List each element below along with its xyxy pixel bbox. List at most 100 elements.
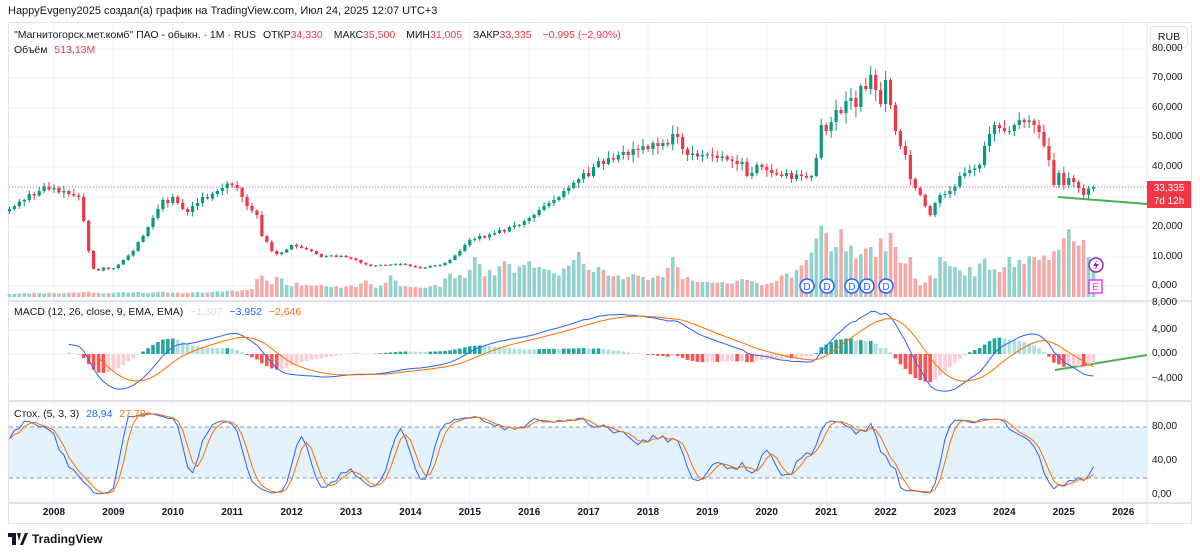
macd-histogram-bar [507, 348, 512, 354]
macd-histogram-bar [175, 339, 180, 354]
macd-histogram-bar [661, 354, 665, 357]
volume-bar [245, 289, 249, 297]
volume-bar [774, 280, 779, 297]
macd-hist-value: −1,307 [190, 306, 223, 318]
macd-histogram-bar [834, 339, 838, 354]
stoch-title[interactable]: Стох. (5, 3, 3) [14, 408, 80, 420]
volume-bar [893, 247, 898, 297]
candle-body [755, 164, 759, 173]
candle-body [1022, 119, 1026, 122]
volume-bar [819, 225, 824, 297]
macd-histogram-bar [458, 348, 462, 354]
macd-histogram-bar [908, 354, 913, 375]
volume-bar [354, 287, 358, 297]
candle-body [101, 267, 106, 271]
volume-bar [141, 292, 145, 297]
volume-bar [468, 269, 472, 297]
volume-bar [463, 277, 467, 297]
macd-histogram-bar [918, 354, 923, 381]
volume-bar [151, 292, 155, 297]
macd-histogram-bar [730, 354, 734, 362]
stoch-k-value: 28,94 [86, 408, 113, 420]
candle-body [344, 255, 348, 257]
volume-bar [472, 257, 477, 297]
volume-bar [81, 292, 86, 297]
macd-histogram-bar [893, 354, 898, 359]
volume-bar [745, 279, 749, 297]
candle-body [1086, 188, 1091, 195]
macd-histogram-bar [537, 349, 541, 354]
candle-body [804, 176, 808, 178]
macd-histogram-bar [646, 354, 650, 355]
candle-body [621, 152, 625, 155]
tradingview-logo[interactable]: TradingView [8, 532, 102, 546]
volume-bar [1086, 257, 1091, 297]
time-axis-label: 2024 [993, 507, 1016, 518]
candle-body [1067, 178, 1071, 185]
volume-bar [646, 279, 650, 297]
candle-body [488, 234, 492, 238]
macd-histogram-bar [547, 348, 551, 354]
candle-body [765, 167, 769, 170]
volume-bar [537, 267, 541, 297]
volume-bar [408, 287, 413, 297]
macd-histogram-bar [903, 354, 908, 369]
candle-body [740, 161, 744, 164]
volume-label[interactable]: Объём [14, 44, 48, 56]
macd-histogram-bar [571, 348, 576, 354]
macd-histogram-bar [967, 352, 972, 354]
macd-histogram-bar [185, 344, 190, 354]
candle-body [636, 149, 640, 150]
candle-body [799, 174, 804, 176]
macd-histogram-bar [606, 349, 611, 354]
time-axis-label: 2026 [1112, 507, 1135, 518]
volume-bar [873, 257, 878, 297]
candle-body [369, 264, 373, 266]
macd-trendline [1054, 354, 1148, 371]
open-value: 34,330 [290, 29, 323, 41]
candle-body [319, 254, 323, 257]
volume-bar [972, 276, 977, 297]
currency-button[interactable]: RUB [1150, 26, 1188, 48]
candle-body [96, 269, 101, 271]
candle-body [864, 86, 868, 89]
volume-bar [364, 280, 368, 297]
volume-bar [933, 278, 937, 297]
last-price-value: 33,335 [1153, 183, 1185, 194]
volume-bar [760, 284, 764, 297]
macd-histogram-bar [279, 354, 284, 370]
volume-bar [913, 278, 918, 297]
volume-bar [101, 293, 106, 297]
volume-bar [809, 252, 814, 297]
macd-histogram-bar [270, 354, 274, 369]
candle-body [898, 131, 903, 146]
bar-countdown: 7d 12h [1153, 196, 1185, 207]
macd-histogram-bar [304, 354, 309, 361]
volume-bar [359, 283, 363, 297]
candle-body [176, 197, 180, 203]
volume-bar [750, 281, 754, 297]
candle-body [780, 174, 784, 176]
volume-bar [591, 272, 596, 297]
candle-body [562, 191, 566, 197]
dividend-marker-label: D [882, 282, 889, 293]
macd-histogram-bar [423, 351, 428, 354]
time-axis-label: 2013 [339, 507, 363, 518]
macd-histogram-bar [705, 354, 710, 363]
candle-body [992, 125, 997, 134]
macd-histogram-bar [418, 351, 423, 354]
volume-bar [393, 280, 398, 297]
macd-title[interactable]: MACD (12, 26, close, 9, EMA, EMA) [14, 306, 184, 318]
macd-histogram-bar [972, 349, 977, 354]
macd-histogram-bar [690, 354, 695, 361]
volume-bar [398, 286, 403, 297]
candle-body [953, 186, 957, 191]
macd-histogram-bar [477, 345, 482, 354]
volume-bar [477, 264, 482, 297]
candle-body [255, 210, 259, 215]
macd-histogram-bar [1086, 354, 1091, 366]
macd-histogram-bar [710, 354, 715, 362]
volume-bar [834, 247, 838, 297]
symbol-name[interactable]: "Магнитогорск.мет.комб" ПАО - обыкн. · 1… [14, 29, 257, 41]
